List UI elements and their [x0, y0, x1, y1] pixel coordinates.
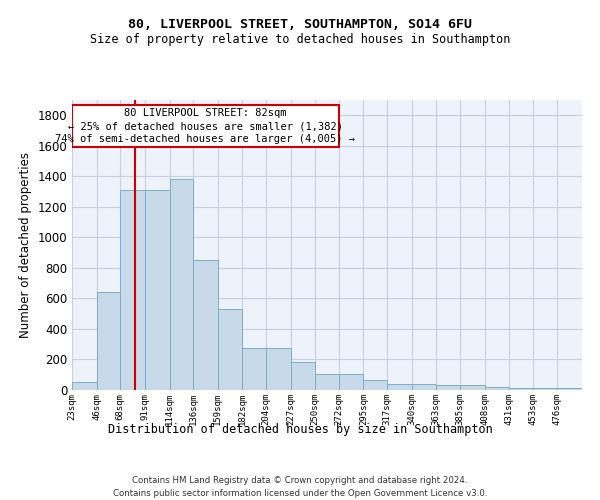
Bar: [193, 260, 218, 390]
Text: Contains public sector information licensed under the Open Government Licence v3: Contains public sector information licen…: [113, 489, 487, 498]
Text: 80 LIVERPOOL STREET: 82sqm: 80 LIVERPOOL STREET: 82sqm: [124, 108, 287, 118]
Bar: [145, 190, 170, 390]
Bar: [290, 362, 315, 390]
Bar: [120, 190, 145, 390]
Bar: [460, 386, 485, 390]
Y-axis label: Number of detached properties: Number of detached properties: [19, 152, 32, 338]
Bar: [557, 388, 582, 390]
Text: 80, LIVERPOOL STREET, SOUTHAMPTON, SO14 6FU: 80, LIVERPOOL STREET, SOUTHAMPTON, SO14 …: [128, 18, 472, 30]
Bar: [387, 384, 412, 390]
FancyBboxPatch shape: [72, 104, 339, 148]
Bar: [509, 388, 533, 390]
Text: ← 25% of detached houses are smaller (1,382): ← 25% of detached houses are smaller (1,…: [68, 122, 343, 132]
Bar: [242, 348, 266, 390]
Bar: [436, 386, 460, 390]
Text: Size of property relative to detached houses in Southampton: Size of property relative to detached ho…: [90, 32, 510, 46]
Bar: [170, 180, 193, 390]
Bar: [412, 384, 436, 390]
Bar: [485, 387, 509, 390]
Text: Distribution of detached houses by size in Southampton: Distribution of detached houses by size …: [107, 422, 493, 436]
Text: 74% of semi-detached houses are larger (4,005) →: 74% of semi-detached houses are larger (…: [55, 134, 355, 144]
Bar: [72, 382, 97, 390]
Bar: [218, 309, 242, 390]
Bar: [97, 292, 120, 390]
Bar: [315, 374, 339, 390]
Bar: [533, 388, 557, 390]
Text: Contains HM Land Registry data © Crown copyright and database right 2024.: Contains HM Land Registry data © Crown c…: [132, 476, 468, 485]
Bar: [266, 348, 290, 390]
Bar: [364, 380, 387, 390]
Bar: [339, 374, 364, 390]
